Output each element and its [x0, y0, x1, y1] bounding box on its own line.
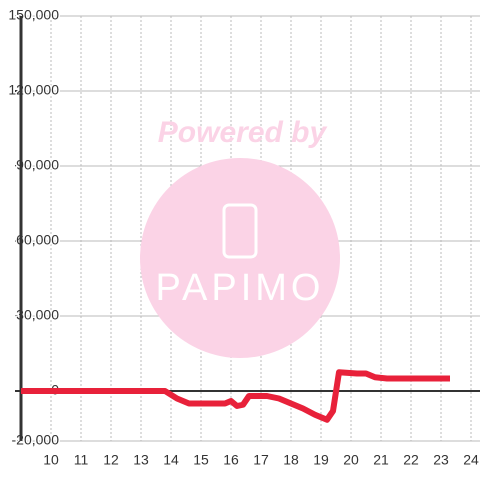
- y-tick-label: 60,000: [16, 232, 59, 248]
- x-tick-label: 14: [163, 452, 179, 468]
- x-tick-label: 18: [283, 452, 299, 468]
- y-tick-label: 150,000: [8, 7, 59, 23]
- x-tick-label: 23: [433, 452, 449, 468]
- x-tick-label: 17: [253, 452, 269, 468]
- x-tick-label: 10: [43, 452, 59, 468]
- x-tick-label: 15: [193, 452, 209, 468]
- x-tick-label: 16: [223, 452, 239, 468]
- x-tick-label: 21: [373, 452, 389, 468]
- watermark-text: Powered by: [158, 116, 328, 149]
- y-tick-label: 30,000: [16, 307, 59, 323]
- y-tick-label: 120,000: [8, 82, 59, 98]
- x-tick-label: 24: [463, 452, 479, 468]
- watermark-phone: [222, 203, 258, 259]
- data-line: [21, 369, 450, 423]
- x-tick-label: 20: [343, 452, 359, 468]
- y-tick-label: 90,000: [16, 157, 59, 173]
- y-tick-label: -20,000: [12, 432, 60, 448]
- x-tick-label: 11: [74, 452, 89, 468]
- watermark-logo: PAPIMO: [156, 267, 325, 309]
- x-tick-label: 12: [103, 452, 119, 468]
- x-tick-label: 22: [403, 452, 419, 468]
- x-tick-label: 19: [313, 452, 329, 468]
- x-tick-label: 13: [133, 452, 149, 468]
